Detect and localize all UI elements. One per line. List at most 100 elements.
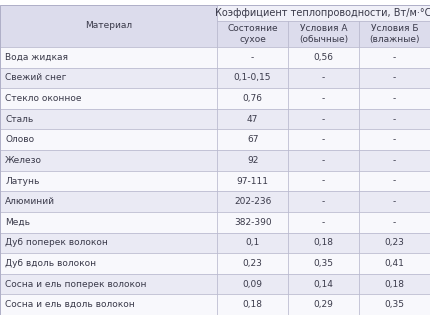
Text: 0,76: 0,76 (243, 94, 263, 103)
Text: Свежий снег: Свежий снег (5, 73, 67, 83)
Text: Олово: Олово (5, 135, 34, 144)
Text: 0,14: 0,14 (313, 280, 334, 289)
Text: -: - (251, 53, 254, 62)
Bar (288, 109, 359, 129)
Bar (288, 212, 359, 232)
Text: Латунь: Латунь (5, 176, 40, 186)
Bar (217, 47, 288, 68)
Bar (0, 88, 217, 109)
Bar (359, 21, 430, 47)
Text: Условия А
(обычные): Условия А (обычные) (299, 24, 348, 44)
Text: 0,1: 0,1 (246, 238, 260, 247)
Bar (288, 21, 359, 47)
Bar (0, 171, 217, 191)
Bar (0, 109, 217, 129)
Text: Коэффициент теплопроводности, Вт/м·°С: Коэффициент теплопроводности, Вт/м·°С (215, 8, 430, 18)
Bar (359, 295, 430, 315)
Bar (217, 68, 288, 88)
Text: Дуб поперек волокон: Дуб поперек волокон (5, 238, 108, 247)
Text: Состояние
сухое: Состояние сухое (227, 24, 278, 44)
Bar (217, 191, 288, 212)
Text: Сосна и ель поперек волокон: Сосна и ель поперек волокон (5, 280, 147, 289)
Text: -: - (393, 53, 396, 62)
Bar (0, 68, 217, 88)
Text: Стекло оконное: Стекло оконное (5, 94, 82, 103)
Text: -: - (322, 94, 325, 103)
Text: -: - (393, 73, 396, 83)
Text: 0,56: 0,56 (313, 53, 334, 62)
Bar (288, 68, 359, 88)
Text: -: - (322, 176, 325, 186)
Bar (217, 109, 288, 129)
Bar (0, 47, 217, 68)
Text: -: - (322, 197, 325, 206)
Text: -: - (393, 94, 396, 103)
Text: 202-236: 202-236 (234, 197, 271, 206)
Text: Медь: Медь (5, 218, 30, 227)
Text: -: - (322, 156, 325, 165)
Bar (359, 150, 430, 171)
Text: -: - (393, 218, 396, 227)
Bar (217, 274, 288, 295)
Text: 382-390: 382-390 (234, 218, 271, 227)
Text: -: - (322, 73, 325, 83)
Text: Сосна и ель вдоль волокон: Сосна и ель вдоль волокон (5, 300, 135, 309)
Text: Вода жидкая: Вода жидкая (5, 53, 68, 62)
Text: 0,1-0,15: 0,1-0,15 (234, 73, 271, 83)
Text: 0,29: 0,29 (313, 300, 334, 309)
Text: 67: 67 (247, 135, 258, 144)
Bar (359, 88, 430, 109)
Text: -: - (393, 156, 396, 165)
Bar (359, 232, 430, 253)
Bar (288, 253, 359, 274)
Bar (288, 232, 359, 253)
Text: -: - (322, 135, 325, 144)
Text: -: - (393, 135, 396, 144)
Bar (359, 171, 430, 191)
Text: -: - (322, 115, 325, 124)
Text: Условия Б
(влажные): Условия Б (влажные) (369, 24, 420, 44)
Bar (288, 191, 359, 212)
Text: 0,18: 0,18 (313, 238, 334, 247)
Bar (288, 295, 359, 315)
Bar (0, 232, 217, 253)
Bar (217, 212, 288, 232)
Text: 0,09: 0,09 (243, 280, 263, 289)
Bar (288, 129, 359, 150)
Bar (217, 150, 288, 171)
Bar (288, 171, 359, 191)
Text: 97-111: 97-111 (237, 176, 269, 186)
Bar (288, 274, 359, 295)
Text: Дуб вдоль волокон: Дуб вдоль волокон (5, 259, 96, 268)
Bar (359, 191, 430, 212)
Bar (0, 212, 217, 232)
Bar (0, 5, 217, 47)
Text: Сталь: Сталь (5, 115, 34, 124)
Bar (288, 47, 359, 68)
Text: -: - (393, 115, 396, 124)
Text: 0,41: 0,41 (384, 259, 405, 268)
Bar (0, 274, 217, 295)
Text: 0,23: 0,23 (243, 259, 263, 268)
Text: 0,35: 0,35 (384, 300, 405, 309)
Text: 92: 92 (247, 156, 258, 165)
Bar (359, 253, 430, 274)
Bar (288, 150, 359, 171)
Bar (217, 129, 288, 150)
Bar (359, 212, 430, 232)
Text: 0,35: 0,35 (313, 259, 334, 268)
Bar (359, 129, 430, 150)
Text: 0,18: 0,18 (384, 280, 405, 289)
Text: -: - (393, 197, 396, 206)
Text: -: - (322, 218, 325, 227)
Bar (217, 253, 288, 274)
Bar (217, 171, 288, 191)
Bar (0, 150, 217, 171)
Text: Алюминий: Алюминий (5, 197, 55, 206)
Bar (359, 47, 430, 68)
Bar (217, 5, 430, 21)
Bar (217, 232, 288, 253)
Bar (0, 129, 217, 150)
Text: Материал: Материал (85, 21, 132, 31)
Bar (0, 295, 217, 315)
